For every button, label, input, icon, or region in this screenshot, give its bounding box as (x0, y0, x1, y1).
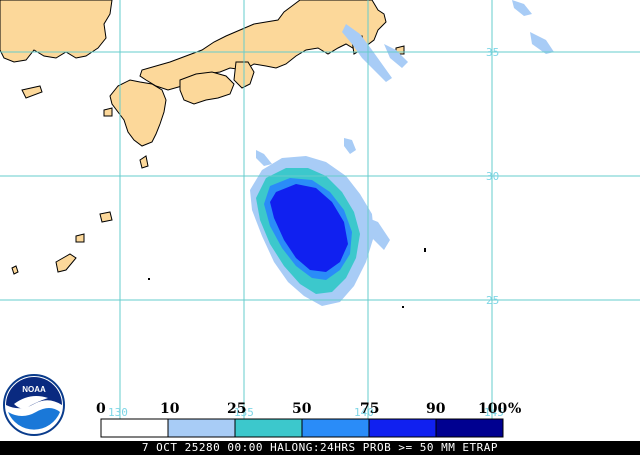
legend-colorbar (100, 418, 504, 438)
legend-bin-90-100 (435, 418, 504, 438)
legend-tick-25: 25 (227, 401, 246, 417)
probability-shading (148, 0, 554, 308)
legend-tick-75: 75 (360, 401, 379, 417)
legend-tick-10: 10 (160, 401, 180, 417)
goto-island (103, 107, 113, 117)
lat-label-35: 35 (486, 46, 499, 59)
okinawa-island (55, 253, 77, 273)
noaa-logo-bird (14, 396, 48, 409)
speck-1 (424, 248, 426, 252)
land (0, 0, 405, 275)
shikoku-landmass (179, 71, 235, 105)
noaa-logo-text: NOAA (22, 385, 46, 394)
speck-3 (148, 278, 150, 280)
prob-10-25-patch-east (530, 32, 554, 54)
map-caption: 7 OCT 25280 00:00 HALONG:24HRS PROB >= 5… (0, 441, 640, 455)
legend-bin-75-90 (368, 418, 437, 438)
prob-10-25-patch-north (342, 24, 392, 82)
noaa-logo-bottom (8, 408, 60, 430)
legend-tick-50: 50 (292, 401, 312, 417)
korea-landmass (0, 0, 113, 63)
lat-label-30: 30 (486, 170, 499, 183)
legend-unit: % (508, 401, 521, 417)
lon-label-130: 130 (108, 406, 128, 419)
prob-10-25-streak (256, 150, 272, 166)
graticule (0, 0, 640, 420)
legend-tick-0: 0 (96, 401, 106, 417)
lon-label-145: 145 (484, 406, 504, 419)
amami-island (99, 211, 113, 223)
prob-10-25-patch-northeast (384, 44, 408, 68)
noaa-logo: NOAA (3, 374, 65, 436)
legend-bin-50-75 (301, 418, 370, 438)
legend-bin-0-10 (100, 418, 169, 438)
lon-label-140: 140 (354, 406, 374, 419)
tsushima-island (21, 85, 43, 99)
legend-tick-90: 90 (426, 401, 446, 417)
lat-label-25: 25 (486, 294, 499, 307)
kyushu-landmass (109, 79, 167, 147)
prob-10-25-patch-south (368, 218, 390, 250)
lon-label-135: 135 (234, 406, 254, 419)
ryukyu-islet (11, 265, 19, 275)
legend-bin-25-50 (234, 418, 303, 438)
prob-10-25-patch-small (344, 138, 356, 154)
legend-tick-100: 100 (478, 401, 507, 417)
speck-2 (402, 306, 404, 308)
tanegashima-island (139, 155, 149, 169)
prob-10-25-patch-far-east (512, 0, 532, 16)
legend-bin-10-25 (167, 418, 236, 438)
tokunoshima-island (75, 233, 85, 243)
prob-75-90-core (270, 184, 348, 272)
